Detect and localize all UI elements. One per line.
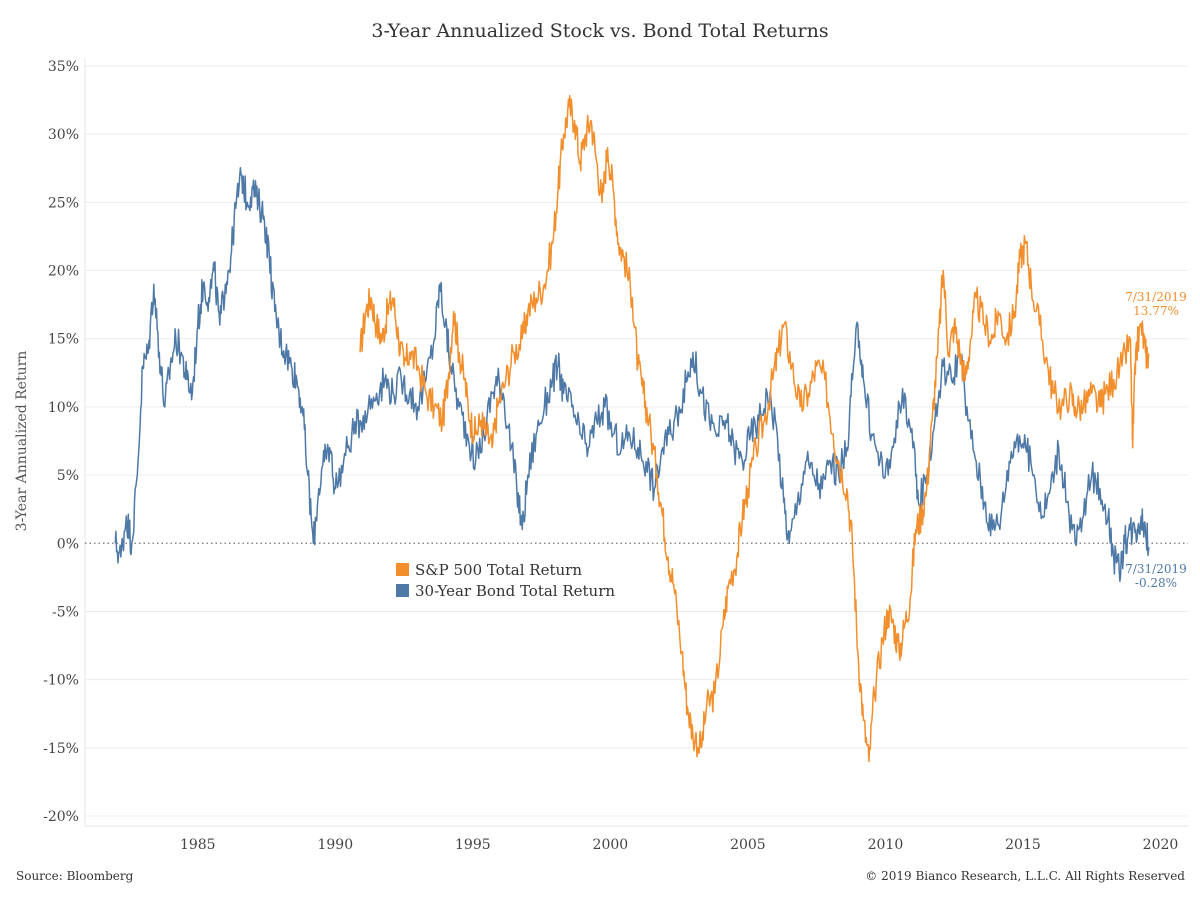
y-tick-label: -20% [43,809,79,825]
x-tick-label: 2015 [1005,837,1041,853]
annotation-value: -0.28% [1135,576,1177,590]
sp500-line [359,94,1150,763]
y-tick-label: -10% [43,673,79,689]
bond-line [114,167,1150,583]
x-tick-label: 1985 [180,837,216,853]
y-tick-label: 30% [48,127,79,143]
x-axis-ticks: 1985 1990 1995 2000 2005 2010 2015 2020 [180,837,1178,853]
y-axis-label: 3-Year Annualized Return [14,351,30,532]
legend-swatch [396,563,409,576]
source-note: Source: Bloomberg [16,869,134,883]
y-tick-label: 10% [48,400,79,416]
chart-title: 3-Year Annualized Stock vs. Bond Total R… [371,20,828,42]
copyright-note: © 2019 Bianco Research, L.L.C. All Right… [865,869,1185,883]
x-tick-label: 2000 [593,837,629,853]
y-tick-label: 20% [48,264,79,280]
y-tick-label: -15% [43,741,79,757]
annotation-date: 7/31/2019 [1125,290,1187,304]
legend-swatch [396,584,409,597]
x-tick-label: 1990 [317,837,353,853]
y-tick-label: -5% [52,604,79,620]
x-tick-label: 1995 [455,837,491,853]
legend-label: 30-Year Bond Total Return [415,582,615,600]
legend: S&P 500 Total Return 30-Year Bond Total R… [396,561,615,600]
y-axis-ticks: 35% 30% 25% 20% 15% 10% 5% 0% -5% -10% -15% -20% [43,59,79,825]
y-tick-label: 5% [57,468,79,484]
y-tick-label: 0% [57,536,79,552]
legend-label: S&P 500 Total Return [415,561,582,579]
gridlines [84,58,1188,827]
annotation-value: 13.77% [1133,304,1179,318]
y-tick-label: 35% [48,59,79,75]
x-tick-label: 2010 [868,837,904,853]
y-tick-label: 25% [48,195,79,211]
x-tick-label: 2005 [730,837,766,853]
annotation-date: 7/31/2019 [1125,562,1187,576]
x-tick-label: 2020 [1143,837,1179,853]
series-lines [114,94,1150,763]
y-tick-label: 15% [48,332,79,348]
